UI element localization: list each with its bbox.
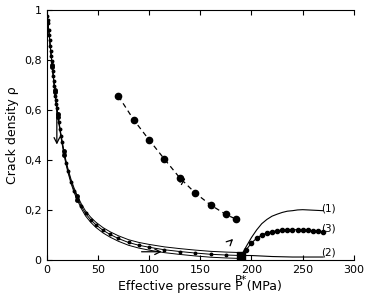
Text: (1): (1) — [321, 204, 336, 214]
Text: (2): (2) — [321, 248, 336, 257]
Text: (3): (3) — [321, 224, 336, 234]
Y-axis label: Crack density ρ: Crack density ρ — [6, 86, 18, 184]
Text: P*: P* — [235, 275, 248, 285]
X-axis label: Effective pressure P (MPa): Effective pressure P (MPa) — [118, 280, 282, 293]
